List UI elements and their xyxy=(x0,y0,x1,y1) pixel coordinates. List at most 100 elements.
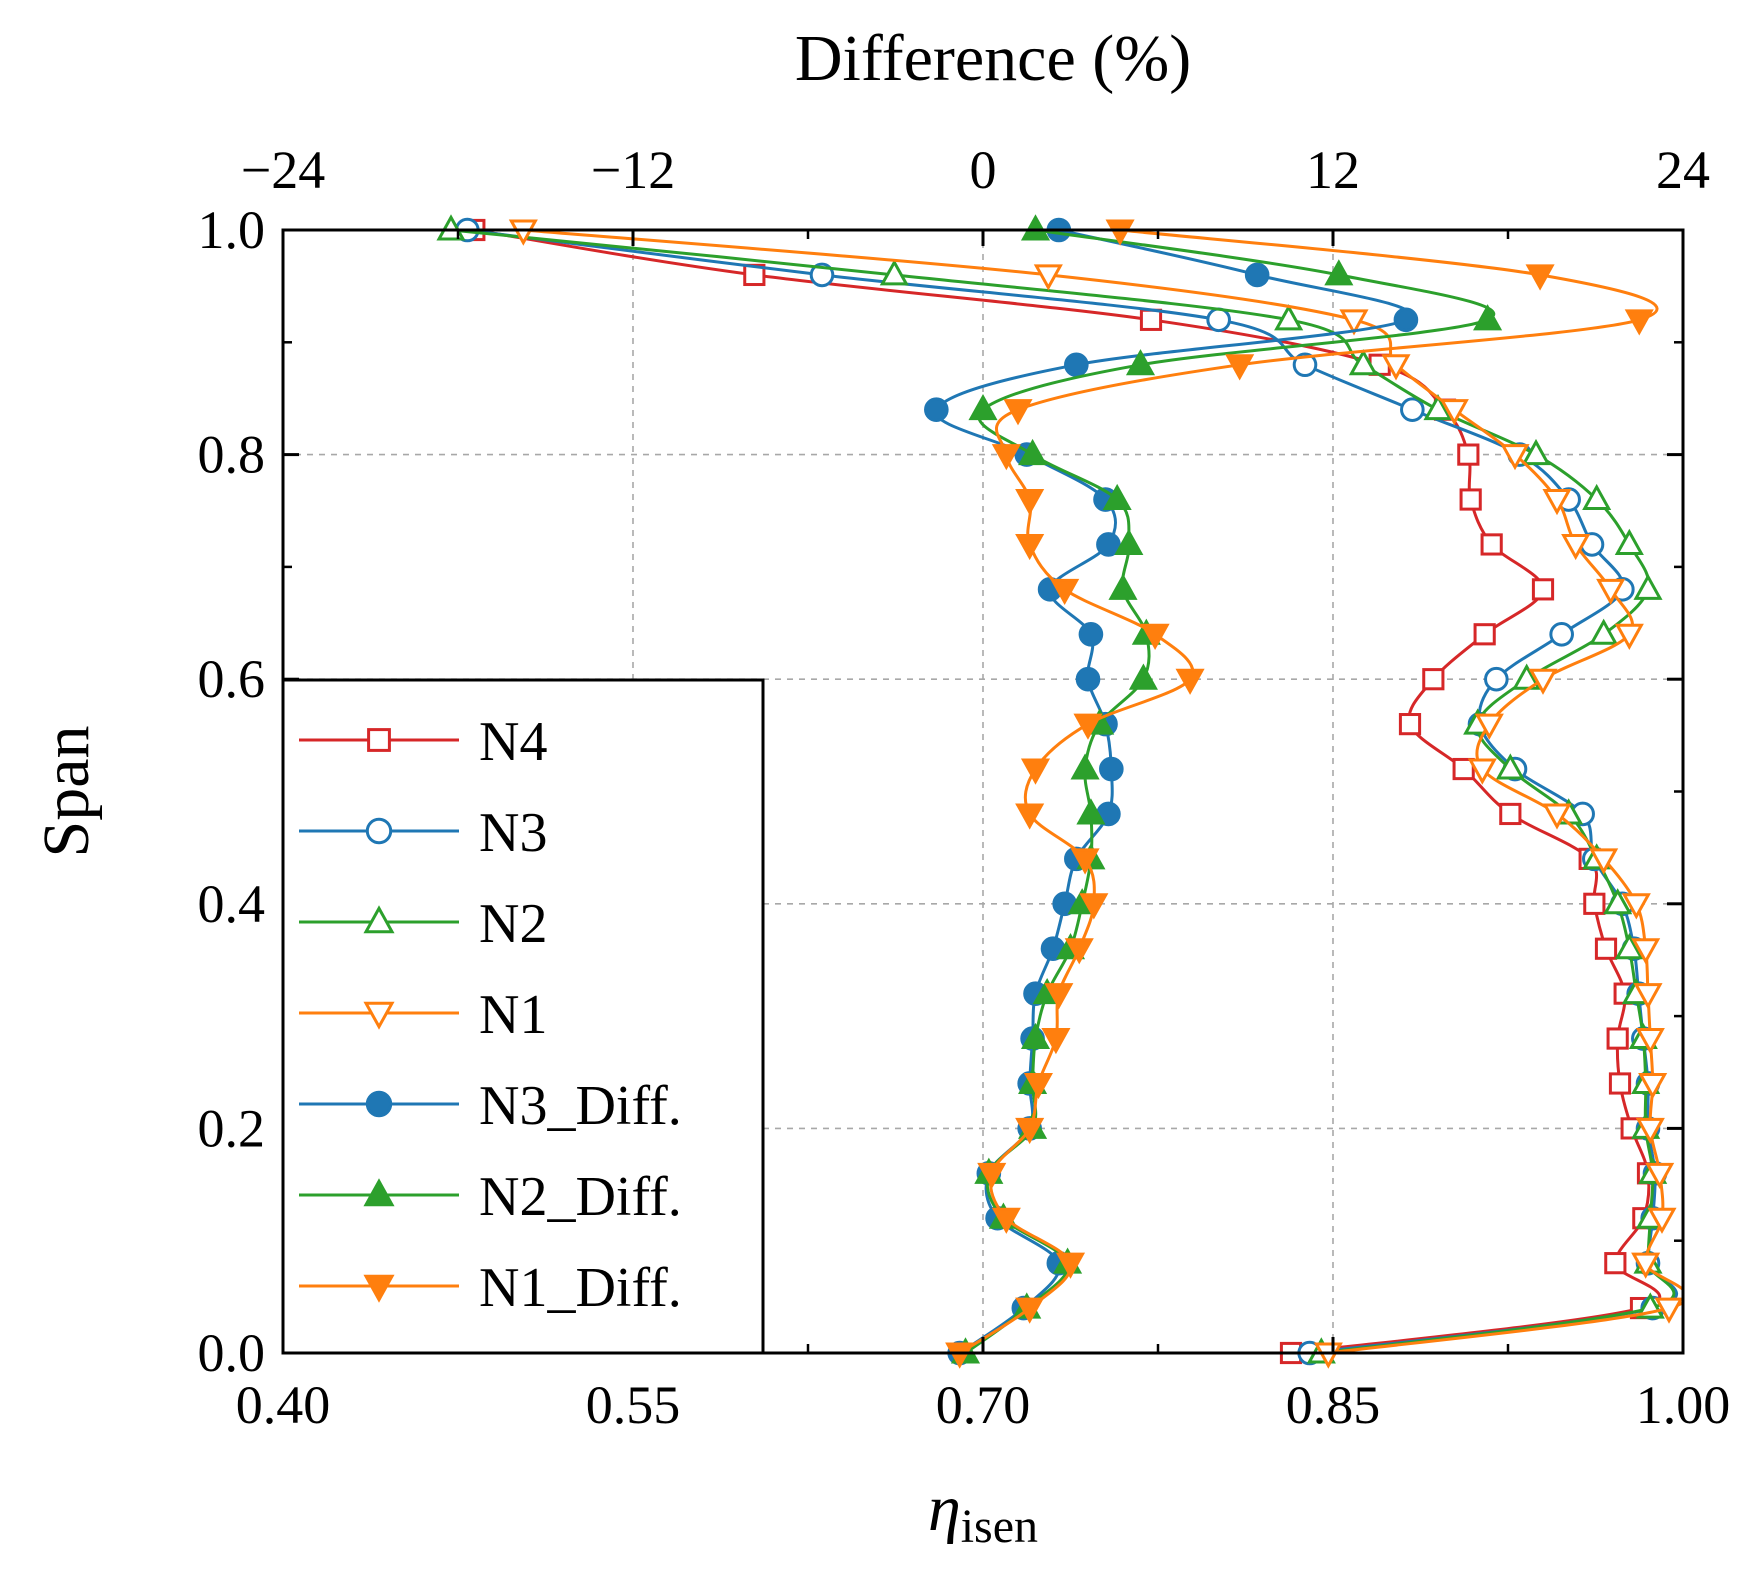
legend-marker xyxy=(363,1178,395,1207)
series-n2-diff- xyxy=(950,214,1503,1364)
series-line xyxy=(958,228,1659,1355)
data-point xyxy=(1423,393,1453,421)
data-point xyxy=(1225,354,1255,381)
y-tick-label: 0.2 xyxy=(198,1098,266,1158)
data-point xyxy=(1614,623,1644,650)
data-point xyxy=(1015,489,1045,516)
data-point xyxy=(945,1342,975,1369)
data-point xyxy=(1608,1072,1632,1095)
data-point xyxy=(1099,756,1124,782)
data-point xyxy=(1041,1028,1071,1055)
data-point xyxy=(1422,668,1445,691)
data-point xyxy=(1020,214,1051,241)
data-point xyxy=(1633,573,1663,600)
legend-label: N1_Diff. xyxy=(479,1257,682,1319)
data-point xyxy=(1244,262,1270,288)
x-axis-title-subscript: isen xyxy=(961,1500,1038,1553)
data-point xyxy=(1624,309,1654,336)
data-point xyxy=(1561,533,1591,561)
data-point xyxy=(1621,893,1651,920)
data-point xyxy=(1079,893,1109,920)
data-point xyxy=(1439,399,1469,426)
legend-item: N3_Diff. xyxy=(299,1075,682,1137)
data-point xyxy=(1457,443,1480,466)
data-point xyxy=(1549,621,1574,647)
data-point xyxy=(1398,713,1422,736)
data-point xyxy=(1474,713,1504,740)
top-tick-label: 12 xyxy=(1306,140,1360,200)
data-point xyxy=(1018,438,1048,466)
data-point xyxy=(968,393,998,421)
data-point xyxy=(991,444,1021,471)
data-point xyxy=(1324,259,1354,286)
data-point xyxy=(1647,1207,1677,1234)
data-point xyxy=(1064,352,1089,378)
series-line xyxy=(450,228,1676,1355)
data-point xyxy=(1484,666,1509,692)
data-point xyxy=(977,1162,1007,1190)
data-point xyxy=(1582,483,1612,511)
x-tick-label: 0.40 xyxy=(236,1375,331,1435)
legend-item: N4 xyxy=(299,711,547,773)
x-tick-label: 1.00 xyxy=(1636,1375,1731,1435)
top-axis-title: Difference (%) xyxy=(795,22,1191,95)
data-point xyxy=(1274,304,1304,331)
data-point xyxy=(1542,803,1572,830)
data-point xyxy=(1206,307,1231,333)
x-tick-label: 0.85 xyxy=(1286,1375,1381,1435)
y-tick-label: 0.8 xyxy=(198,425,266,485)
data-point xyxy=(1614,528,1644,555)
data-point xyxy=(879,259,909,286)
axis-ticks: 0.40 0.55 0.70 0.85 1.00 −24 −12 0 12 24 0.0 0.2 0.4… xyxy=(198,140,1731,1435)
data-point xyxy=(1589,848,1619,875)
data-point xyxy=(1020,1022,1051,1050)
data-point xyxy=(1452,757,1475,781)
data-point xyxy=(1078,621,1104,647)
legend-label: N2_Diff. xyxy=(479,1166,682,1228)
x-axis-title-main: η xyxy=(928,1472,961,1545)
legend-label: N3_Diff. xyxy=(479,1075,682,1137)
legend-marker xyxy=(363,905,395,934)
data-point xyxy=(1631,938,1661,965)
data-point xyxy=(1015,1297,1045,1324)
legend-marker xyxy=(365,817,393,845)
data-point xyxy=(1055,1252,1086,1279)
data-point xyxy=(1473,623,1496,646)
data-point xyxy=(1531,578,1555,601)
data-point xyxy=(1070,848,1100,875)
data-point xyxy=(1015,803,1045,830)
data-point xyxy=(1594,937,1618,960)
data-point xyxy=(1070,753,1100,780)
data-point xyxy=(991,1207,1021,1234)
top-tick-label: 24 xyxy=(1656,140,1710,200)
legend-box xyxy=(281,678,765,1355)
x-tick-label: 0.55 xyxy=(586,1375,681,1435)
data-point xyxy=(1633,983,1663,1010)
data-point xyxy=(1645,1162,1675,1190)
legend-item: N2 xyxy=(299,893,547,955)
data-point xyxy=(1521,438,1551,466)
legend-label: N2 xyxy=(479,893,547,955)
data-point xyxy=(1467,758,1497,785)
data-point xyxy=(1614,933,1644,960)
data-point xyxy=(924,397,949,422)
data-point xyxy=(1495,753,1525,780)
data-point xyxy=(1654,1297,1684,1324)
legend-marker xyxy=(363,1274,395,1303)
legend-item: N2_Diff. xyxy=(299,1166,682,1228)
data-point xyxy=(1500,444,1530,471)
y-tick-label: 1.0 xyxy=(198,200,266,260)
x-tick-label: 0.70 xyxy=(936,1375,1031,1435)
legend-label: N1 xyxy=(479,984,547,1046)
top-tick-label: −12 xyxy=(591,140,675,200)
data-point xyxy=(1525,264,1555,291)
data-point xyxy=(1044,983,1074,1010)
data-point xyxy=(1073,713,1103,740)
data-point xyxy=(1339,309,1369,336)
data-point xyxy=(1596,578,1626,606)
data-point xyxy=(508,219,538,246)
series-line xyxy=(467,228,1679,1355)
top-tick-label: −24 xyxy=(241,140,325,200)
top-tick-label: 0 xyxy=(970,140,997,200)
